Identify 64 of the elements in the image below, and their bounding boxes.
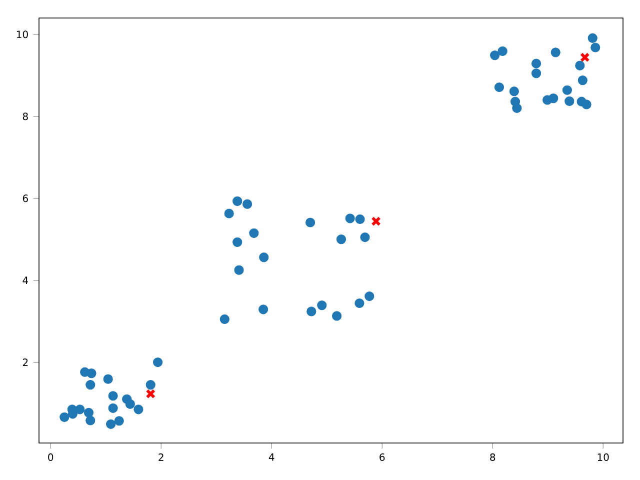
x-tick-label: 10 [598,453,609,461]
point [590,42,600,52]
y-tick-label: 10 [16,30,28,38]
point [75,404,85,414]
y-tick-label: 4 [22,276,28,284]
point [86,368,96,378]
point [332,311,342,321]
point [305,218,316,228]
point [498,46,508,56]
point [60,412,70,422]
y-tick-label: 6 [22,194,28,202]
x-tick-label: 2 [158,453,164,461]
point [336,234,346,244]
point [86,380,96,390]
point [134,404,144,414]
point [531,68,542,78]
x-tick-label: 6 [380,453,385,461]
point [364,291,374,302]
point [125,399,135,409]
point [354,298,364,308]
point [258,304,268,314]
point [580,52,590,62]
point [548,94,558,104]
point [531,58,542,68]
point [232,237,242,247]
point [490,50,500,60]
point [108,391,118,401]
point [564,96,574,106]
point [242,199,252,209]
point [86,416,96,426]
point [259,252,269,262]
point [249,228,259,238]
point [582,100,592,110]
point [108,403,118,413]
point [494,82,504,92]
point [234,265,244,275]
x-tick-label: 0 [48,453,54,461]
point [360,232,370,242]
point [306,306,316,316]
point [114,416,124,426]
y-tick-label: 2 [22,358,28,366]
x-tick-label: 8 [490,453,496,461]
point [345,214,355,224]
point [575,60,585,70]
point [550,48,560,58]
point [224,208,234,218]
point [371,216,381,226]
point [106,419,116,429]
point [355,214,365,224]
point [146,388,156,399]
point [152,357,163,368]
point [562,85,572,95]
x-tick-label: 4 [268,453,274,461]
y-tick-label: 8 [22,112,28,120]
point [588,33,598,43]
point [220,314,230,324]
point [146,380,156,390]
point [84,408,94,418]
point [317,300,327,310]
point [509,86,519,96]
point [578,75,588,86]
point [512,103,522,113]
point [103,374,113,384]
point [232,196,242,206]
